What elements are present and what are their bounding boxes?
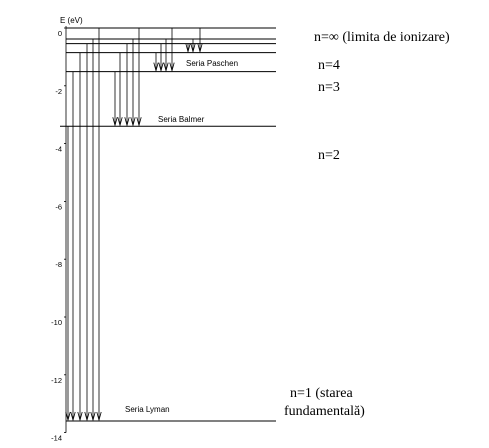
axis-tick-label: 0	[58, 29, 62, 38]
axis-tick-label: -10	[51, 318, 62, 327]
transition-arrowhead	[190, 43, 196, 54]
transition-arrowhead	[197, 43, 203, 54]
balmer-series-label: Seria Balmer	[158, 115, 205, 124]
axis-tick-label: -8	[55, 260, 62, 269]
transition-arrowhead	[84, 411, 90, 422]
transition-arrowhead	[70, 411, 76, 422]
energy-levels	[60, 27, 276, 422]
level-label-n2: n=2	[318, 148, 340, 163]
axis-tick-label: -4	[55, 145, 62, 154]
axis-tick-label: -6	[55, 202, 62, 211]
transition-arrowhead	[130, 117, 136, 127]
energy-axis-label: E (eV)	[60, 16, 83, 25]
transition-arrowhead	[112, 117, 118, 127]
transition-arrowhead	[65, 411, 71, 422]
transition-arrowhead	[185, 43, 191, 54]
transition-arrowhead	[169, 62, 175, 73]
lyman-series-label: Seria Lyman	[125, 405, 170, 414]
energy-axis: 0 -2 -4 -6 -8 -10 -12 -14	[51, 26, 67, 443]
transition-arrowhead	[136, 117, 142, 127]
axis-tick-label: -12	[51, 376, 62, 385]
level-label-n1-line2: fundamentală)	[284, 404, 365, 419]
level-label-n4: n=4	[318, 58, 340, 73]
paschen-series-label: Seria Paschen	[186, 59, 238, 68]
transition-arrowhead	[96, 411, 102, 422]
transition-arrowhead	[153, 62, 159, 73]
transition-arrowhead	[163, 62, 169, 73]
axis-tick-label: -2	[55, 87, 62, 96]
transition-arrowhead	[77, 411, 83, 422]
transition-arrowhead	[124, 117, 130, 127]
axis-tick-label: -14	[51, 434, 62, 443]
transition-arrowhead	[158, 62, 164, 73]
transitions	[65, 28, 203, 422]
series-labels: Seria Lyman Seria Balmer Seria Paschen	[125, 59, 238, 414]
level-label-n1-line1: n=1 (starea	[290, 386, 353, 401]
level-label-infinity: n=∞ (limita de ionizare)	[314, 30, 450, 45]
transition-arrowhead	[90, 411, 96, 422]
level-label-n3: n=3	[318, 80, 340, 95]
transition-arrowhead	[117, 117, 123, 127]
